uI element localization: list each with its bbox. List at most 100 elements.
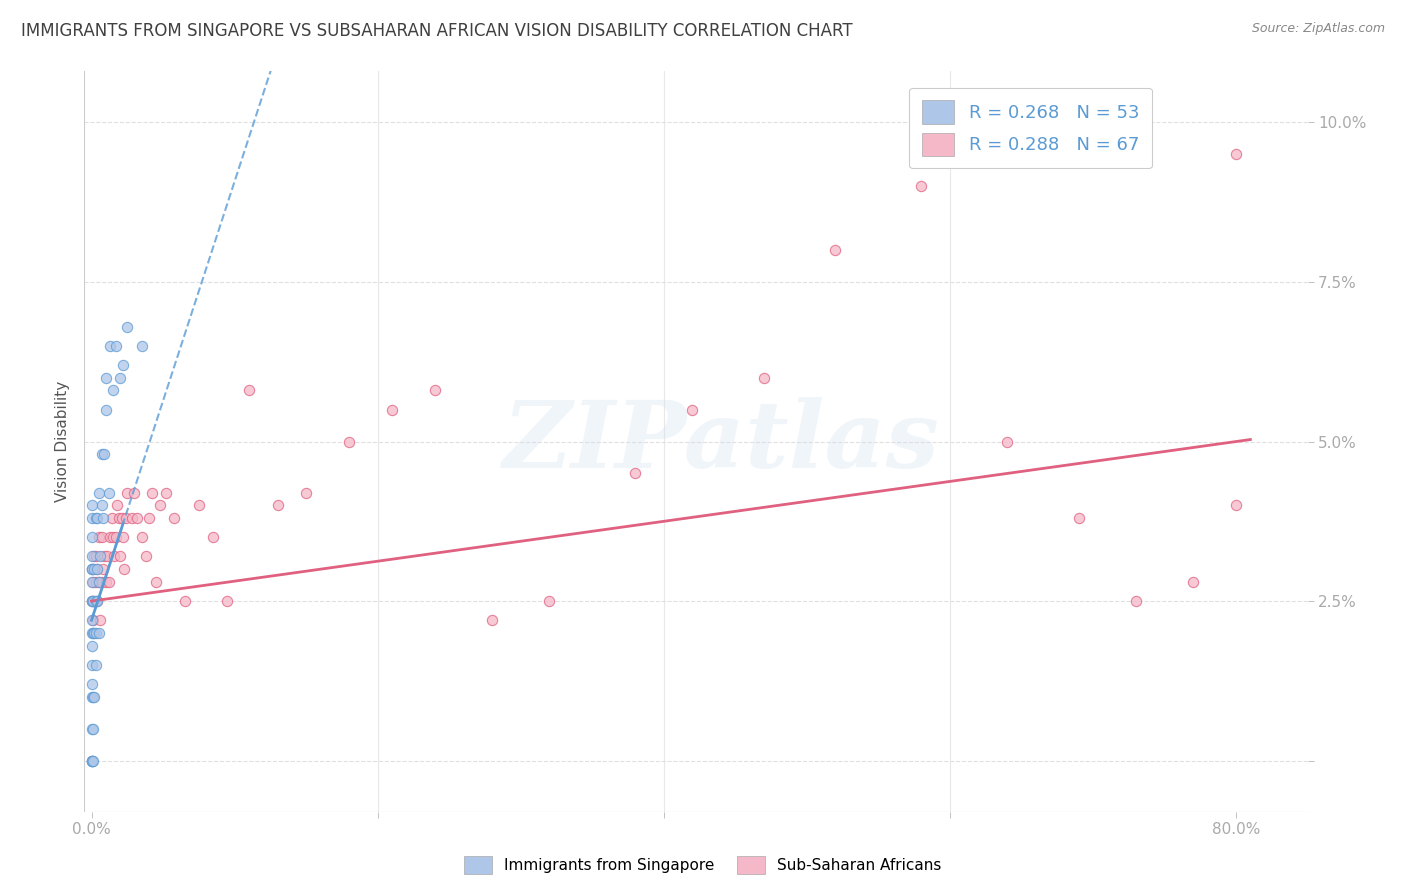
Point xyxy=(121,511,143,525)
Point xyxy=(138,511,160,525)
Point xyxy=(91,511,114,525)
Point xyxy=(97,574,120,589)
Y-axis label: Vision Disability: Vision Disability xyxy=(55,381,70,502)
Point xyxy=(481,613,503,627)
Point xyxy=(423,384,446,398)
Point xyxy=(84,574,107,589)
Point xyxy=(80,754,103,768)
Point xyxy=(752,370,775,384)
Point xyxy=(681,402,703,417)
Point xyxy=(86,594,108,608)
Point xyxy=(80,626,103,640)
Point xyxy=(80,754,103,768)
Point xyxy=(87,530,110,544)
Point xyxy=(824,243,846,257)
Point xyxy=(82,594,104,608)
Point xyxy=(93,447,115,461)
Text: Source: ZipAtlas.com: Source: ZipAtlas.com xyxy=(1251,22,1385,36)
Point xyxy=(83,549,105,564)
Point xyxy=(80,657,103,672)
Point xyxy=(110,511,132,525)
Point xyxy=(108,370,131,384)
Point xyxy=(80,511,103,525)
Point xyxy=(104,530,127,544)
Point xyxy=(86,562,108,576)
Point xyxy=(89,549,111,564)
Point xyxy=(93,549,115,564)
Point xyxy=(80,754,103,768)
Point xyxy=(111,358,134,372)
Point xyxy=(82,626,104,640)
Point xyxy=(98,530,121,544)
Point xyxy=(90,447,112,461)
Point xyxy=(87,626,110,640)
Point xyxy=(266,499,288,513)
Point xyxy=(100,511,122,525)
Point xyxy=(103,549,125,564)
Point xyxy=(80,594,103,608)
Point xyxy=(149,499,172,513)
Point xyxy=(83,562,105,576)
Legend: R = 0.268   N = 53, R = 0.288   N = 67: R = 0.268 N = 53, R = 0.288 N = 67 xyxy=(910,87,1152,169)
Point xyxy=(1225,499,1247,513)
Point xyxy=(84,594,107,608)
Point xyxy=(101,384,124,398)
Point xyxy=(87,574,110,589)
Text: ZIPatlas: ZIPatlas xyxy=(502,397,939,486)
Point xyxy=(995,434,1018,449)
Point xyxy=(80,562,103,576)
Point xyxy=(105,499,128,513)
Point xyxy=(117,319,139,334)
Point xyxy=(84,657,107,672)
Point xyxy=(94,370,117,384)
Point xyxy=(97,485,120,500)
Point xyxy=(910,179,932,194)
Text: IMMIGRANTS FROM SINGAPORE VS SUBSAHARAN AFRICAN VISION DISABILITY CORRELATION CH: IMMIGRANTS FROM SINGAPORE VS SUBSAHARAN … xyxy=(21,22,852,40)
Legend: Immigrants from Singapore, Sub-Saharan Africans: Immigrants from Singapore, Sub-Saharan A… xyxy=(458,850,948,880)
Point xyxy=(217,594,239,608)
Point xyxy=(84,549,107,564)
Point xyxy=(80,690,103,704)
Point xyxy=(90,574,112,589)
Point xyxy=(112,562,135,576)
Point xyxy=(80,562,103,576)
Point xyxy=(80,639,103,653)
Point xyxy=(131,530,153,544)
Point xyxy=(83,690,105,704)
Point xyxy=(82,690,104,704)
Point xyxy=(115,511,138,525)
Point xyxy=(127,511,149,525)
Point xyxy=(1182,574,1205,589)
Point xyxy=(80,677,103,691)
Point xyxy=(84,626,107,640)
Point xyxy=(202,530,225,544)
Point xyxy=(94,402,117,417)
Point xyxy=(96,549,118,564)
Point xyxy=(295,485,318,500)
Point xyxy=(80,613,103,627)
Point xyxy=(1225,147,1247,161)
Point xyxy=(173,594,195,608)
Point xyxy=(111,530,134,544)
Point xyxy=(86,511,108,525)
Point xyxy=(90,530,112,544)
Point xyxy=(94,574,117,589)
Point xyxy=(86,594,108,608)
Point xyxy=(104,339,127,353)
Point xyxy=(80,562,103,576)
Point xyxy=(80,574,103,589)
Point xyxy=(163,511,186,525)
Point xyxy=(80,722,103,736)
Point xyxy=(80,549,103,564)
Point xyxy=(82,754,104,768)
Point xyxy=(80,594,103,608)
Point xyxy=(145,574,167,589)
Point xyxy=(82,574,104,589)
Point xyxy=(1125,594,1147,608)
Point xyxy=(141,485,163,500)
Point xyxy=(381,402,404,417)
Point xyxy=(86,562,108,576)
Point xyxy=(80,754,103,768)
Point xyxy=(84,511,107,525)
Point xyxy=(538,594,561,608)
